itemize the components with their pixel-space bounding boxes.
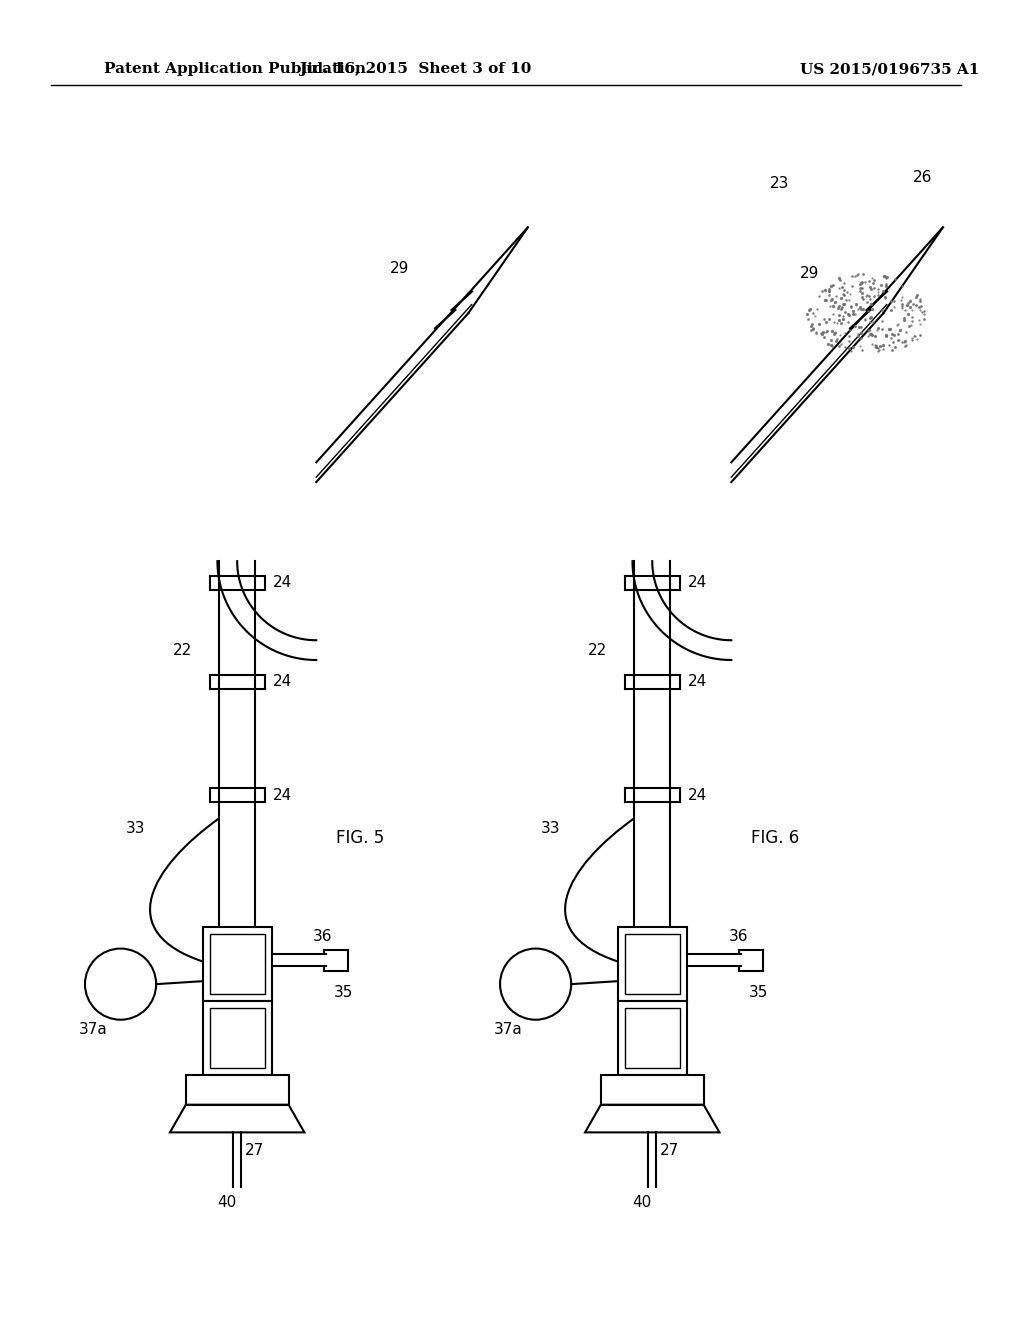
Text: 22: 22: [588, 643, 607, 657]
Text: 33: 33: [126, 821, 145, 836]
Text: 24: 24: [272, 675, 292, 689]
Text: 35: 35: [750, 985, 768, 999]
Text: 35: 35: [334, 985, 353, 999]
Text: 37a: 37a: [79, 1022, 108, 1038]
FancyBboxPatch shape: [617, 927, 687, 1001]
Text: 27: 27: [660, 1143, 679, 1158]
Text: 24: 24: [272, 788, 292, 803]
Text: 36: 36: [313, 929, 333, 944]
Text: 24: 24: [688, 576, 707, 590]
Text: 36: 36: [728, 929, 748, 944]
FancyBboxPatch shape: [203, 1001, 271, 1074]
FancyBboxPatch shape: [625, 933, 680, 994]
Text: Jul. 16, 2015  Sheet 3 of 10: Jul. 16, 2015 Sheet 3 of 10: [299, 62, 531, 77]
Text: 24: 24: [688, 788, 707, 803]
Text: 37a: 37a: [495, 1022, 523, 1038]
Text: 29: 29: [390, 261, 409, 276]
Text: 29: 29: [800, 267, 819, 281]
Text: 40: 40: [218, 1195, 237, 1210]
FancyBboxPatch shape: [617, 1001, 687, 1074]
Text: US 2015/0196735 A1: US 2015/0196735 A1: [801, 62, 980, 77]
Text: 27: 27: [245, 1143, 264, 1158]
Text: 40: 40: [633, 1195, 652, 1210]
Text: FIG. 5: FIG. 5: [336, 829, 384, 847]
FancyBboxPatch shape: [203, 927, 271, 1001]
Text: 24: 24: [688, 675, 707, 689]
Text: Patent Application Publication: Patent Application Publication: [103, 62, 366, 77]
FancyBboxPatch shape: [601, 1074, 703, 1105]
Text: 26: 26: [913, 170, 933, 185]
Text: FIG. 6: FIG. 6: [751, 829, 800, 847]
Text: 22: 22: [172, 643, 191, 657]
FancyBboxPatch shape: [185, 1074, 289, 1105]
FancyBboxPatch shape: [625, 1008, 680, 1068]
Text: 24: 24: [272, 576, 292, 590]
FancyBboxPatch shape: [210, 933, 265, 994]
FancyBboxPatch shape: [210, 1008, 265, 1068]
Text: 23: 23: [770, 176, 790, 191]
Text: 33: 33: [541, 821, 560, 836]
